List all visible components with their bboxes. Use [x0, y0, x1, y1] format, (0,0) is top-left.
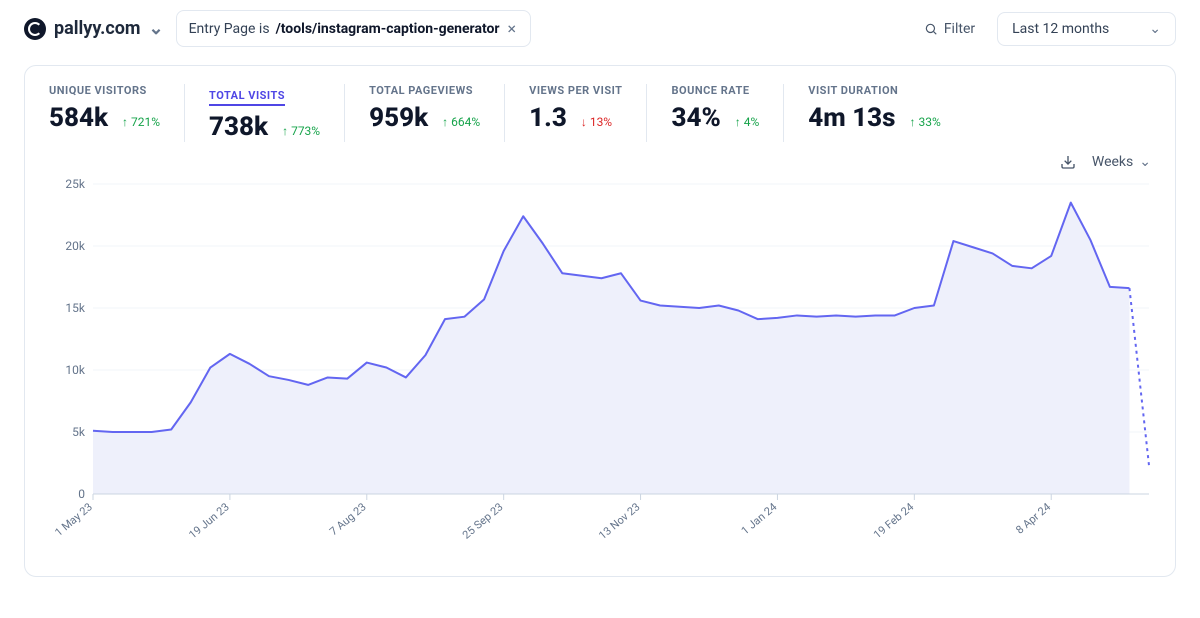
metric-label: VIEWS PER VISIT: [529, 84, 622, 97]
metric-label: UNIQUE VISITORS: [49, 84, 160, 97]
metric-delta: ↑ 773%: [282, 124, 320, 138]
filter-label: Filter: [944, 21, 975, 37]
metrics-row: UNIQUE VISITORS 584k ↑ 721% TOTAL VISITS 738…: [25, 66, 1175, 150]
svg-text:10k: 10k: [65, 363, 85, 377]
svg-text:13 Nov 23: 13 Nov 23: [596, 500, 642, 542]
metric-delta: ↑ 721%: [122, 115, 160, 129]
svg-text:25 Sep 23: 25 Sep 23: [460, 500, 506, 541]
metric-delta: ↑ 4%: [735, 115, 760, 129]
metric-value: 34%: [671, 103, 720, 133]
svg-text:1 Jan 24: 1 Jan 24: [739, 500, 780, 537]
svg-text:1 May 23: 1 May 23: [52, 500, 95, 539]
chart-controls: Weeks ⌄: [25, 150, 1175, 174]
chart-container: 0 5k 10k 15k 20k 25k 1 May 23 19 Jun 23 7 Aug 23…: [25, 174, 1175, 576]
metric-bounce-rate[interactable]: BOUNCE RATE 34% ↑ 4%: [647, 84, 784, 142]
date-range-select[interactable]: Last 12 months ⌄: [997, 12, 1176, 46]
metric-value: 4m 13s: [808, 103, 895, 133]
metric-label: VISIT DURATION: [808, 84, 941, 97]
visits-area-chart: 0 5k 10k 15k 20k 25k 1 May 23 19 Jun 23 7 Aug 23…: [49, 174, 1153, 564]
analytics-card: UNIQUE VISITORS 584k ↑ 721% TOTAL VISITS 738…: [24, 65, 1176, 577]
close-icon[interactable]: ×: [506, 19, 519, 38]
metric-label: TOTAL VISITS: [209, 89, 285, 106]
chevron-down-icon: ⌄: [148, 18, 163, 39]
metric-value: 1.3: [529, 103, 567, 133]
filter-button[interactable]: Filter: [914, 13, 985, 45]
metric-delta: ↓ 13%: [581, 115, 612, 129]
metric-total-pageviews[interactable]: TOTAL PAGEVIEWS 959k ↑ 664%: [345, 84, 505, 142]
metric-views-per-visit[interactable]: VIEWS PER VISIT 1.3 ↓ 13%: [505, 84, 647, 142]
metric-delta: ↑ 33%: [910, 115, 941, 129]
top-bar: pallyy.com ⌄ Entry Page is /tools/instag…: [0, 0, 1200, 57]
svg-text:19 Feb 24: 19 Feb 24: [871, 500, 916, 541]
svg-text:19 Jun 23: 19 Jun 23: [186, 500, 231, 541]
granularity-label: Weeks: [1092, 154, 1133, 170]
filter-path: /tools/instagram-caption-generator: [276, 21, 500, 37]
svg-text:15k: 15k: [65, 301, 85, 315]
download-button[interactable]: [1060, 154, 1076, 170]
svg-text:0: 0: [78, 487, 85, 501]
metric-value: 738k: [209, 112, 268, 142]
metric-value: 584k: [49, 103, 108, 133]
granularity-select[interactable]: Weeks ⌄: [1092, 154, 1151, 170]
chevron-down-icon: ⌄: [1149, 21, 1161, 37]
metric-total-visits[interactable]: TOTAL VISITS 738k ↑ 773%: [185, 84, 345, 142]
entry-page-filter-pill[interactable]: Entry Page is /tools/instagram-caption-g…: [176, 10, 532, 47]
metric-label: BOUNCE RATE: [671, 84, 759, 97]
range-label: Last 12 months: [1012, 21, 1109, 37]
svg-text:25k: 25k: [65, 177, 85, 191]
metric-value: 959k: [369, 103, 428, 133]
site-selector[interactable]: pallyy.com ⌄: [24, 18, 164, 40]
svg-text:20k: 20k: [65, 239, 85, 253]
chevron-down-icon: ⌄: [1139, 154, 1151, 170]
svg-text:7 Aug 23: 7 Aug 23: [327, 500, 369, 538]
site-logo-icon: [24, 18, 46, 40]
filter-prefix: Entry Page is: [189, 21, 270, 37]
metric-delta: ↑ 664%: [442, 115, 480, 129]
download-icon: [1060, 154, 1076, 170]
svg-text:5k: 5k: [72, 425, 86, 439]
metric-label: TOTAL PAGEVIEWS: [369, 84, 480, 97]
search-icon: [924, 22, 938, 36]
metric-unique-visitors[interactable]: UNIQUE VISITORS 584k ↑ 721%: [49, 84, 185, 142]
svg-text:8 Apr 24: 8 Apr 24: [1013, 500, 1053, 536]
site-name: pallyy.com: [54, 18, 140, 39]
metric-visit-duration[interactable]: VISIT DURATION 4m 13s ↑ 33%: [784, 84, 965, 142]
